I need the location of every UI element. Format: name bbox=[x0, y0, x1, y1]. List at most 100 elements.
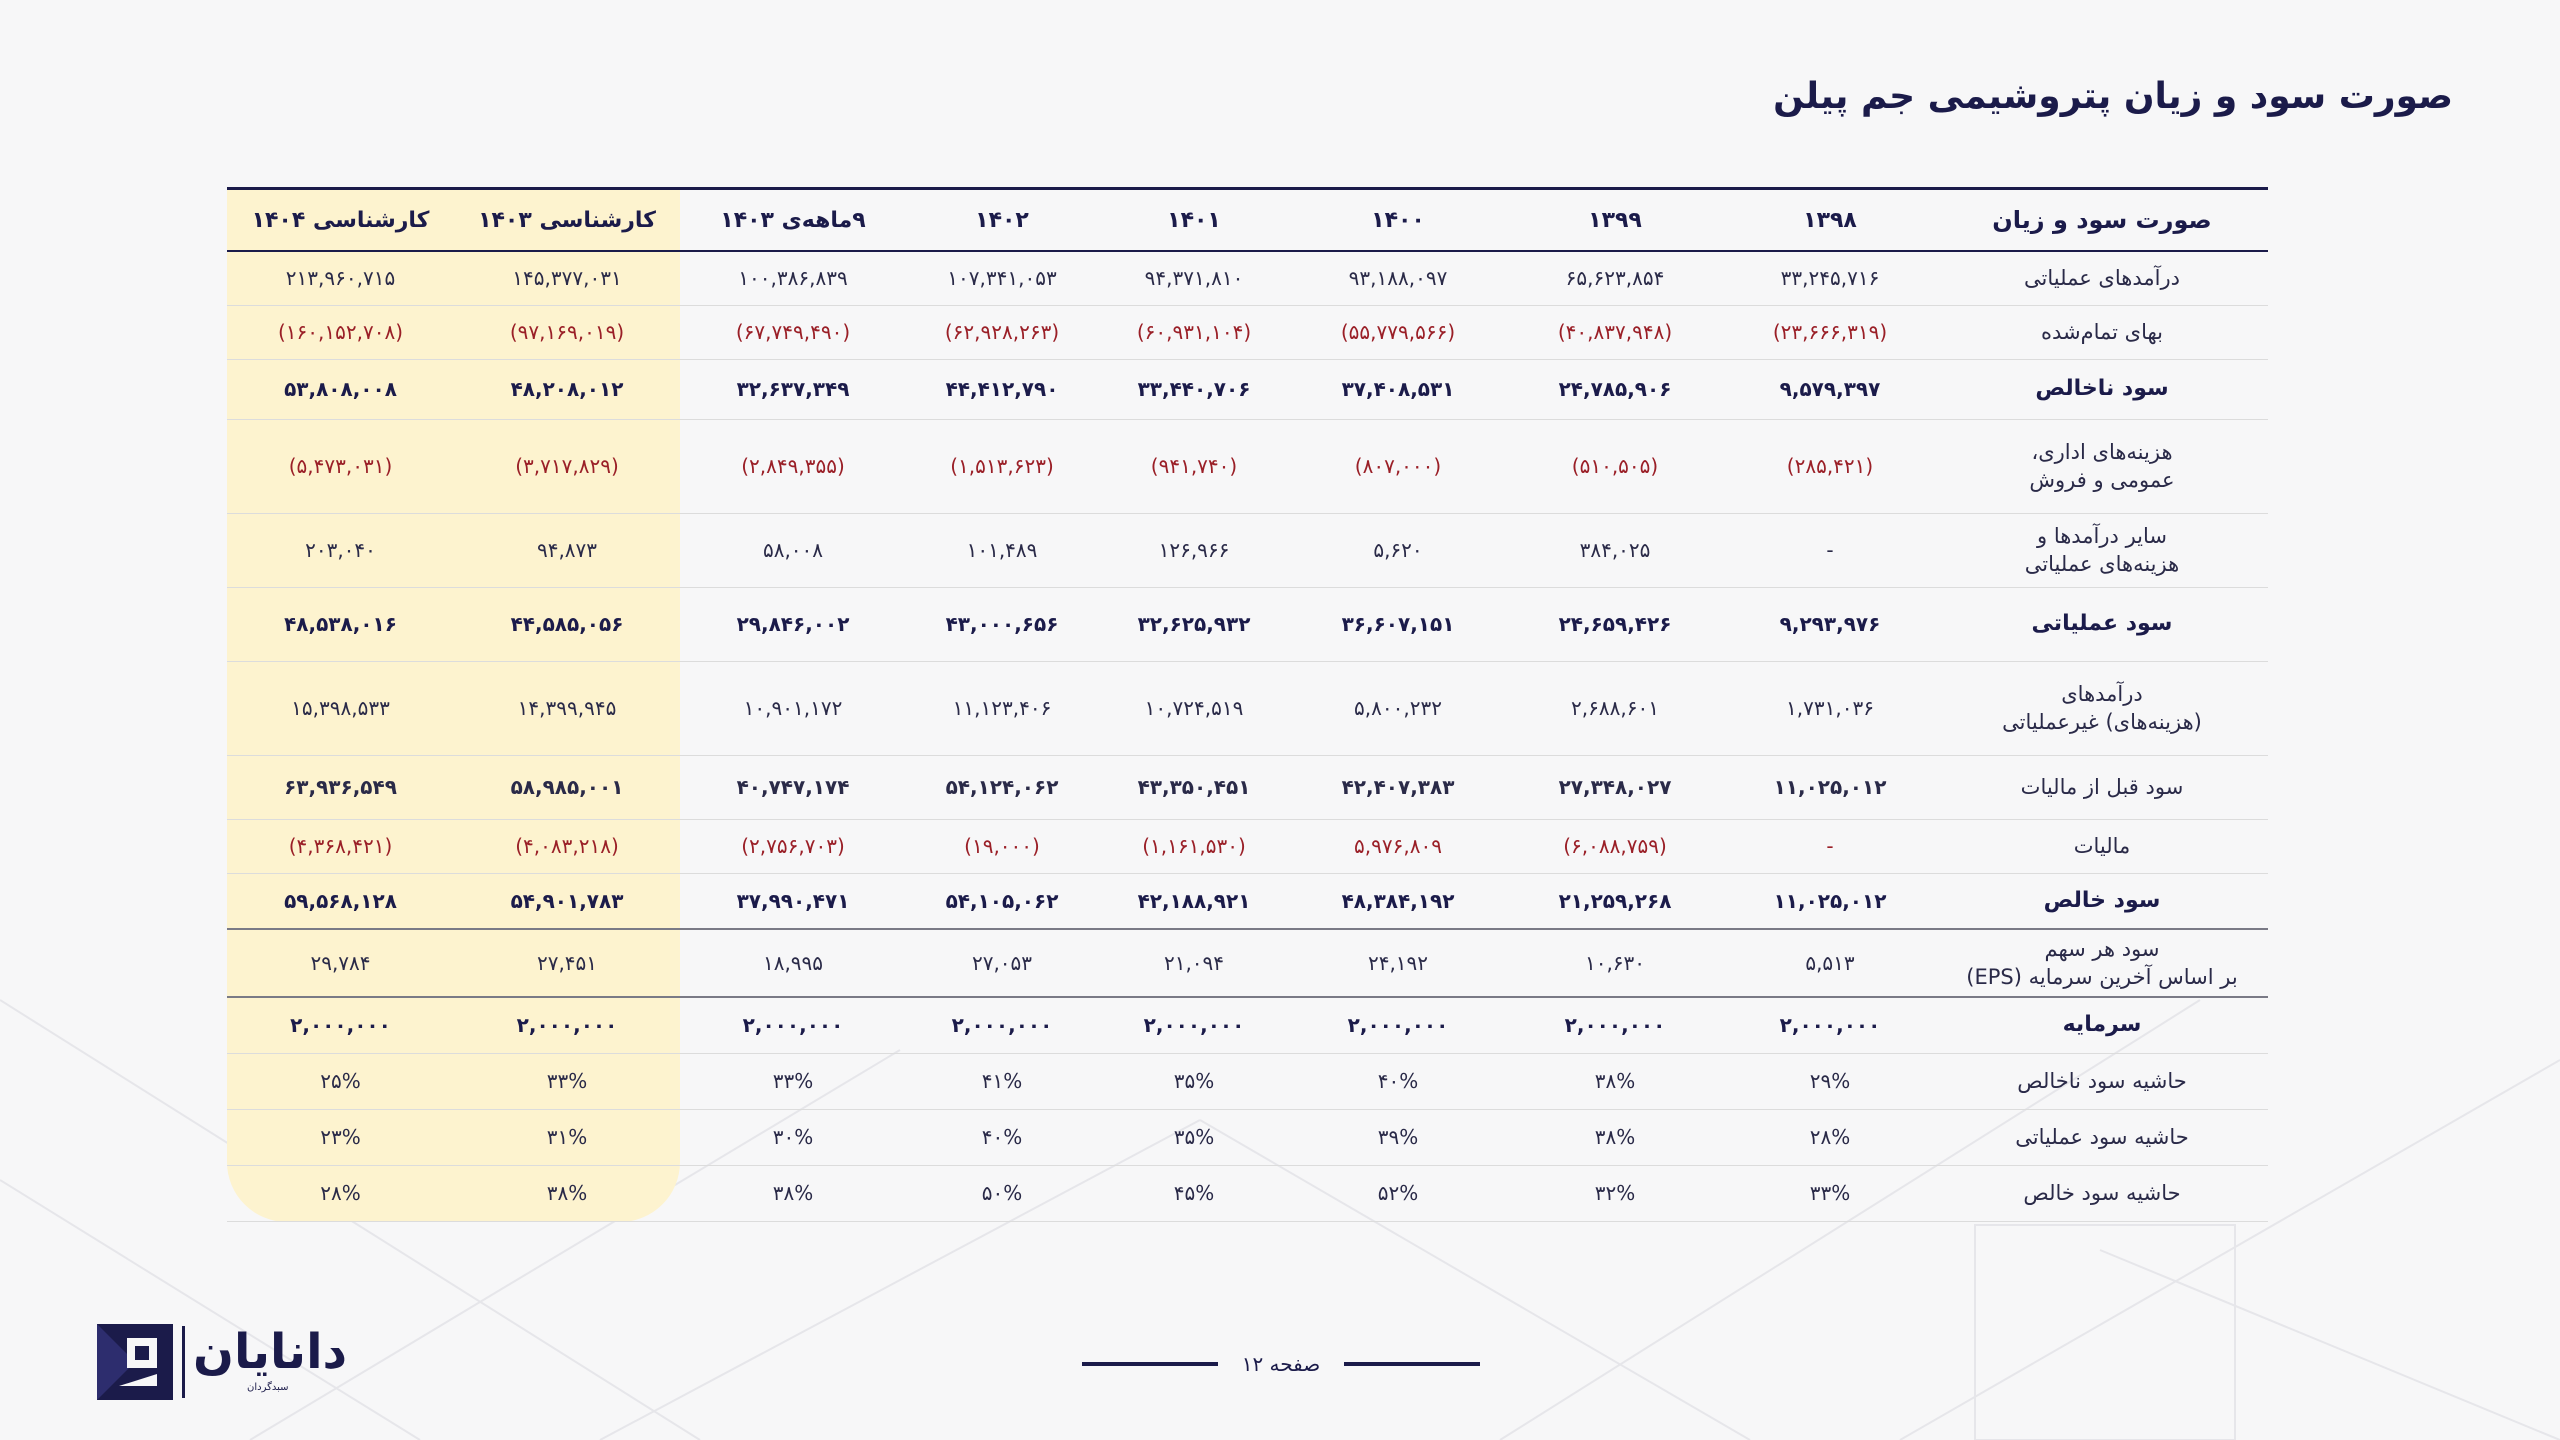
table-cell: ۵۴,۱۲۴,۰۶۲ bbox=[906, 755, 1098, 820]
table-cell: ۹۴,۳۷۱,۸۱۰ bbox=[1098, 251, 1290, 306]
table-cell: ۳۹% bbox=[1290, 1109, 1506, 1166]
table-cell: ۴۰,۷۴۷,۱۷۴ bbox=[680, 755, 906, 820]
table-cell: ۵۲% bbox=[1290, 1165, 1506, 1222]
table-cell: (۲۸۵,۴۲۱) bbox=[1724, 419, 1936, 514]
table-cell: ۴۲,۴۰۷,۳۸۳ bbox=[1290, 755, 1506, 820]
row-label: درآمدهای (هزینه‌های) غیرعملیاتی bbox=[1936, 661, 2268, 756]
row-label: سود قبل از مالیات bbox=[1936, 755, 2268, 820]
table-cell: ۵,۶۲۰ bbox=[1290, 513, 1506, 588]
table-cell: ۳۸۴,۰۲۵ bbox=[1506, 513, 1724, 588]
table-cell: (۴,۰۸۳,۲۱۸) bbox=[454, 819, 680, 874]
table-cell: ۱۵,۳۹۸,۵۳۳ bbox=[227, 661, 454, 756]
table-cell: ۴۸,۲۰۸,۰۱۲ bbox=[454, 359, 680, 420]
table-cell: ۶۵,۶۲۳,۸۵۴ bbox=[1506, 251, 1724, 306]
table-cell: ۲۳% bbox=[227, 1109, 454, 1166]
table-cell: ۴۴,۴۱۲,۷۹۰ bbox=[906, 359, 1098, 420]
table-cell: ۳۳% bbox=[680, 1053, 906, 1110]
table-cell: ۹,۲۹۳,۹۷۶ bbox=[1724, 587, 1936, 662]
table-cell: (۱,۱۶۱,۵۳۰) bbox=[1098, 819, 1290, 874]
row-label-line-2: عمومی و فروش bbox=[2029, 468, 2175, 492]
table-cell: ۲۹,۸۴۶,۰۰۲ bbox=[680, 587, 906, 662]
table-cell: ۲۱۳,۹۶۰,۷۱۵ bbox=[227, 251, 454, 306]
logo-name: دانایان bbox=[193, 1324, 348, 1380]
row-label: حاشیه سود خالص bbox=[1936, 1165, 2268, 1222]
table-cell: ۱,۷۳۱,۰۳۶ bbox=[1724, 661, 1936, 756]
table-cell: ۴۸,۵۳۸,۰۱۶ bbox=[227, 587, 454, 662]
table-cell: ۱۱,۰۲۵,۰۱۲ bbox=[1724, 755, 1936, 820]
table-cell: ۱۰۰,۳۸۶,۸۳۹ bbox=[680, 251, 906, 306]
table-cell: ۱۴۵,۳۷۷,۰۳۱ bbox=[454, 251, 680, 306]
table-cell: ۵,۹۷۶,۸۰۹ bbox=[1290, 819, 1506, 874]
header-period-4: ۱۴۰۱ bbox=[1098, 187, 1290, 252]
page-number: صفحه ۱۲ bbox=[1241, 1352, 1321, 1376]
table-row: بهای تمام‌شده (۲۳,۶۶۶,۳۱۹) (۴۰,۸۳۷,۹۴۸) (۵۵… bbox=[227, 305, 2268, 360]
income-statement-table-container: صورت سود و زیان ۱۳۹۸ ۱۳۹۹ ۱۴۰۰ ۱۴۰۱ ۱۴۰۲ ۹ماهه… bbox=[227, 187, 2268, 1222]
table-cell: ۱۰,۷۲۴,۵۱۹ bbox=[1098, 661, 1290, 756]
table-cell: ۳۸% bbox=[454, 1165, 680, 1222]
table-cell: ۲۷,۰۵۳ bbox=[906, 929, 1098, 998]
table-cell: (۸۰۷,۰۰۰) bbox=[1290, 419, 1506, 514]
row-label-line-2: بر اساس آخرین سرمایه (EPS) bbox=[1966, 965, 2238, 989]
table-cell: ۲۴,۷۸۵,۹۰۶ bbox=[1506, 359, 1724, 420]
table-cell: ۴۰% bbox=[1290, 1053, 1506, 1110]
header-period-3: ۱۴۰۰ bbox=[1290, 187, 1506, 252]
table-row: سود عملیاتی ۹,۲۹۳,۹۷۶ ۲۴,۶۵۹,۴۲۶ ۳۶,۶۰۷,۱۵۱… bbox=[227, 587, 2268, 662]
table-cell: ۳۸% bbox=[1506, 1053, 1724, 1110]
table-cell: ۲۷,۴۵۱ bbox=[454, 929, 680, 998]
table-cell: ۲۴,۶۵۹,۴۲۶ bbox=[1506, 587, 1724, 662]
table-row: هزینه‌های اداری، عمومی و فروش (۲۸۵,۴۲۱) (۵۱… bbox=[227, 419, 2268, 514]
table-cell: ۳۳% bbox=[1724, 1165, 1936, 1222]
table-cell: ۵۴,۹۰۱,۷۸۳ bbox=[454, 873, 680, 930]
table-cell: (۱,۵۱۳,۶۲۳) bbox=[906, 419, 1098, 514]
table-cell: ۴۲,۱۸۸,۹۲۱ bbox=[1098, 873, 1290, 930]
table-row: حاشیه سود عملیاتی ۲۸% ۳۸% ۳۹% ۳۵% ۴۰% ۳۰% ۳۱% ۲۳… bbox=[227, 1109, 2268, 1166]
table-cell: ۲۵% bbox=[227, 1053, 454, 1110]
table-cell: ۳۸% bbox=[680, 1165, 906, 1222]
table-cell: ۵۹,۵۶۸,۱۲۸ bbox=[227, 873, 454, 930]
table-cell: ۱۲۶,۹۶۶ bbox=[1098, 513, 1290, 588]
page-title: صورت سود و زیان پتروشیمی جم پیلن bbox=[1773, 76, 2453, 117]
table-row: سرمایه ۲,۰۰۰,۰۰۰ ۲,۰۰۰,۰۰۰ ۲,۰۰۰,۰۰۰ ۲,۰۰۰,۰… bbox=[227, 997, 2268, 1054]
row-label-line-1: هزینه‌های اداری، bbox=[2031, 439, 2173, 464]
table-cell: (۵۵,۷۷۹,۵۶۶) bbox=[1290, 305, 1506, 360]
table-cell: ۲۸% bbox=[1724, 1109, 1936, 1166]
table-cell: ۲۰۳,۰۴۰ bbox=[227, 513, 454, 588]
page-indicator: صفحه ۱۲ bbox=[1082, 1349, 1480, 1379]
row-label: حاشیه سود ناخالص bbox=[1936, 1053, 2268, 1110]
table-cell: ۲,۰۰۰,۰۰۰ bbox=[1290, 997, 1506, 1054]
table-cell: ۳۲,۶۲۵,۹۳۲ bbox=[1098, 587, 1290, 662]
table-cell: (۵۱۰,۵۰۵) bbox=[1506, 419, 1724, 514]
table-cell: ۵,۸۰۰,۲۳۲ bbox=[1290, 661, 1506, 756]
header-period-8: کارشناسی ۱۴۰۴ bbox=[227, 187, 454, 252]
table-cell: ۴۵% bbox=[1098, 1165, 1290, 1222]
table-cell: ۹,۵۷۹,۳۹۷ bbox=[1724, 359, 1936, 420]
table-cell: (۲,۸۴۹,۳۵۵) bbox=[680, 419, 906, 514]
table-cell: ۲,۰۰۰,۰۰۰ bbox=[1098, 997, 1290, 1054]
table-cell: ۳۶,۶۰۷,۱۵۱ bbox=[1290, 587, 1506, 662]
table-cell: ۵۳,۸۰۸,۰۰۸ bbox=[227, 359, 454, 420]
footer-line-left bbox=[1082, 1362, 1218, 1366]
table-cell: (۲۳,۶۶۶,۳۱۹) bbox=[1724, 305, 1936, 360]
table-cell: (۴,۳۶۸,۴۲۱) bbox=[227, 819, 454, 874]
table-cell: ۴۸,۳۸۴,۱۹۲ bbox=[1290, 873, 1506, 930]
table-cell: (۹۷,۱۶۹,۰۱۹) bbox=[454, 305, 680, 360]
table-cell: ۵۰% bbox=[906, 1165, 1098, 1222]
header-period-5: ۱۴۰۲ bbox=[906, 187, 1098, 252]
table-cell: ۱۰,۹۰۱,۱۷۲ bbox=[680, 661, 906, 756]
table-cell: ۳۳% bbox=[454, 1053, 680, 1110]
row-label: سود عملیاتی bbox=[1936, 587, 2268, 662]
income-statement-table: صورت سود و زیان ۱۳۹۸ ۱۳۹۹ ۱۴۰۰ ۱۴۰۱ ۱۴۰۲ ۹ماهه… bbox=[227, 187, 2268, 1222]
table-cell: ۱۱,۰۲۵,۰۱۲ bbox=[1724, 873, 1936, 930]
table-cell: - bbox=[1724, 819, 1936, 874]
table-cell: ۲,۰۰۰,۰۰۰ bbox=[906, 997, 1098, 1054]
danayan-logo: دانایان سبدگردان bbox=[97, 1322, 347, 1402]
row-label: مالیات bbox=[1936, 819, 2268, 874]
row-label: سود ناخالص bbox=[1936, 359, 2268, 420]
table-cell: ۱۱,۱۲۳,۴۰۶ bbox=[906, 661, 1098, 756]
table-cell: ۳۳,۴۴۰,۷۰۶ bbox=[1098, 359, 1290, 420]
header-period-7: کارشناسی ۱۴۰۳ bbox=[454, 187, 680, 252]
logo-mark-icon bbox=[97, 1324, 173, 1400]
table-cell: ۱۰,۶۳۰ bbox=[1506, 929, 1724, 998]
logo-divider bbox=[182, 1326, 185, 1398]
table-cell: ۲۷,۳۴۸,۰۲۷ bbox=[1506, 755, 1724, 820]
